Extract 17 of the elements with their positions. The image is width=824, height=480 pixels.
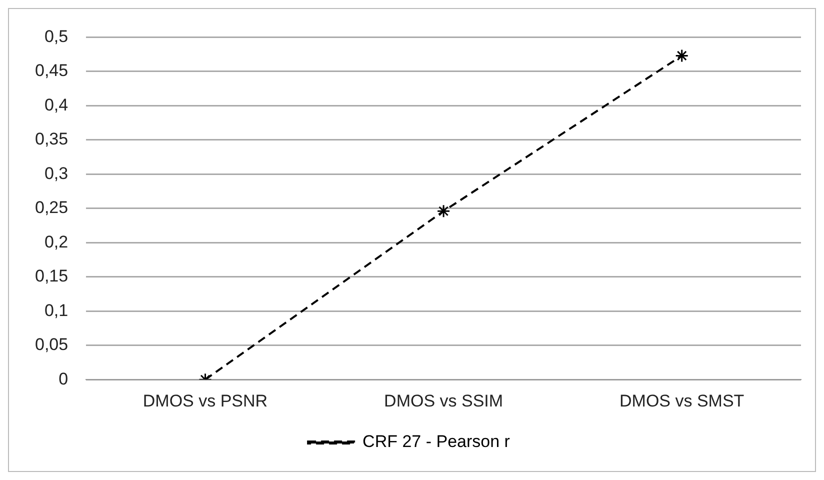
point (436, 204, 450, 218)
y-tick-label: 0,4 (44, 95, 68, 114)
y-tick-label: 0,5 (44, 26, 68, 46)
y-tick-label: 0,15 (34, 266, 68, 286)
y-tick-label: 0,1 (44, 300, 68, 320)
x-tick-label: DMOS vs SSIM (384, 391, 504, 410)
y-tick-label: 0,25 (34, 198, 68, 218)
x-tick-label: DMOS vs SMST (620, 391, 744, 410)
y-tick-label: 0 (58, 369, 68, 388)
y-tick-label: 0,45 (34, 61, 68, 80)
x-tick-label: DMOS vs PSNR (142, 391, 268, 410)
legend-label: CRF 27 - Pearson r (362, 432, 510, 452)
y-tick-label: 0,2 (44, 232, 68, 252)
y-tick-label: 0,05 (34, 335, 68, 354)
y-tick-label: 0,3 (44, 164, 68, 183)
point (675, 48, 689, 62)
y-tick-label: 0,35 (34, 130, 68, 149)
